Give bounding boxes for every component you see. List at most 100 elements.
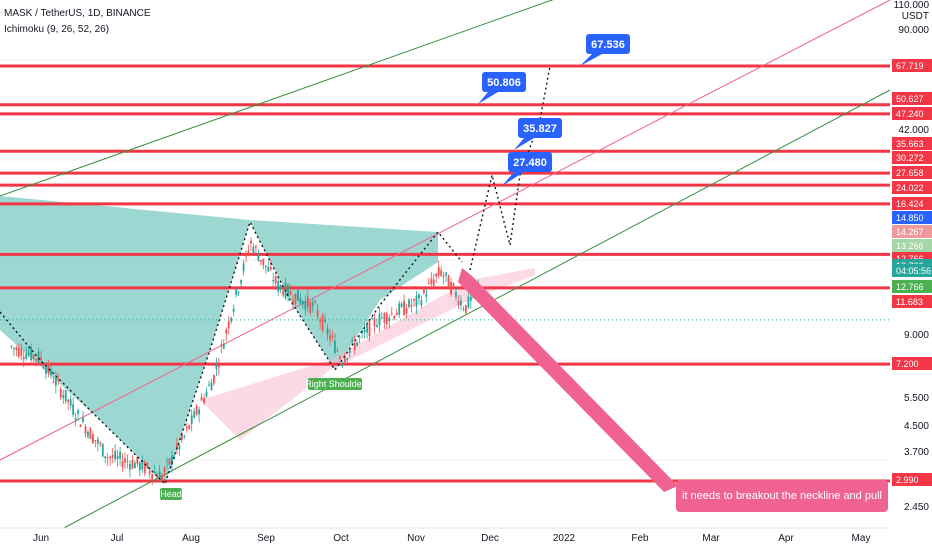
candle-body[interactable] — [101, 443, 104, 457]
candle-body[interactable] — [62, 395, 65, 399]
candle-body[interactable] — [178, 444, 181, 450]
candle-body[interactable] — [121, 461, 124, 468]
candle-body[interactable] — [324, 319, 326, 322]
candle-body[interactable] — [87, 431, 89, 437]
candle-body[interactable] — [240, 280, 243, 284]
callout-box[interactable] — [518, 118, 562, 138]
candle-body[interactable] — [371, 317, 373, 319]
candle-body[interactable] — [455, 291, 457, 298]
candle-body[interactable] — [467, 296, 470, 308]
candle-body[interactable] — [180, 434, 183, 441]
note-box[interactable]: it needs to breakout the neckline and pu… — [676, 480, 888, 512]
candle-body[interactable] — [363, 329, 366, 333]
candle-body[interactable] — [32, 354, 35, 359]
candle-body[interactable] — [195, 405, 198, 415]
candle-body[interactable] — [185, 426, 188, 429]
candle-body[interactable] — [272, 279, 275, 282]
candle-body[interactable] — [267, 267, 270, 272]
breakdown-arrow[interactable] — [458, 268, 678, 492]
candle-body[interactable] — [42, 367, 45, 369]
candle-body[interactable] — [294, 293, 297, 305]
candle-body[interactable] — [368, 320, 371, 337]
candle-body[interactable] — [237, 292, 240, 294]
price-tag[interactable] — [892, 211, 932, 224]
candle-body[interactable] — [151, 474, 154, 480]
candle-body[interactable] — [200, 397, 203, 401]
candle-body[interactable] — [257, 255, 260, 261]
candle-body[interactable] — [59, 388, 62, 398]
candle-body[interactable] — [136, 456, 139, 464]
candle-body[interactable] — [126, 461, 129, 463]
projection-path[interactable] — [469, 65, 551, 271]
candle-body[interactable] — [430, 278, 433, 284]
candle-body[interactable] — [37, 351, 40, 362]
candle-body[interactable] — [232, 308, 235, 312]
candle-body[interactable] — [217, 364, 220, 367]
candle-body[interactable] — [373, 318, 376, 327]
candle-body[interactable] — [348, 349, 351, 353]
candle-body[interactable] — [390, 312, 393, 314]
price-tag[interactable] — [892, 181, 932, 194]
right-shoulder-badge[interactable] — [308, 378, 362, 390]
candle-body[interactable] — [106, 457, 109, 459]
candle-body[interactable] — [64, 390, 67, 402]
candle-body[interactable] — [418, 294, 420, 299]
candle-body[interactable] — [316, 310, 319, 317]
candle-body[interactable] — [52, 381, 55, 383]
candle-body[interactable] — [116, 455, 119, 459]
candle-body[interactable] — [289, 291, 292, 295]
candle-body[interactable] — [469, 296, 472, 301]
head-badge[interactable] — [160, 488, 182, 500]
candle-body[interactable] — [22, 357, 25, 360]
candle-body[interactable] — [408, 299, 410, 308]
candle-body[interactable] — [343, 358, 346, 362]
price-tag[interactable] — [892, 473, 932, 486]
time-axis[interactable]: Jun Jul Aug Sep Oct Nov Dec 2022 Feb Mar… — [0, 527, 890, 550]
price-tag[interactable] — [892, 264, 932, 277]
candle-body[interactable] — [111, 455, 114, 458]
candle-body[interactable] — [138, 462, 141, 471]
candle-body[interactable] — [321, 315, 324, 331]
price-tag[interactable] — [892, 225, 932, 238]
candle-body[interactable] — [336, 350, 339, 352]
candle-body[interactable] — [445, 272, 448, 276]
candle-body[interactable] — [57, 379, 60, 381]
candle-body[interactable] — [462, 308, 465, 310]
candle-body[interactable] — [346, 358, 349, 360]
candle-body[interactable] — [329, 335, 331, 340]
channel-lower-line[interactable] — [59, 89, 891, 531]
candle-body[interactable] — [413, 299, 415, 301]
callout-box[interactable] — [482, 72, 526, 92]
candle-body[interactable] — [262, 258, 265, 266]
candle-body[interactable] — [301, 300, 304, 305]
candle-body[interactable] — [153, 471, 156, 474]
candle-body[interactable] — [452, 283, 455, 287]
candle-body[interactable] — [259, 260, 262, 262]
candle-body[interactable] — [450, 281, 452, 295]
candle-body[interactable] — [326, 328, 329, 335]
candle-body[interactable] — [208, 384, 210, 386]
price-tag[interactable] — [892, 151, 932, 164]
candle-body[interactable] — [420, 300, 423, 306]
candle-body[interactable] — [133, 462, 136, 469]
candle-body[interactable] — [67, 399, 70, 403]
price-tag[interactable] — [892, 357, 932, 370]
candle-body[interactable] — [84, 426, 87, 434]
candle-body[interactable] — [385, 313, 388, 325]
candle-body[interactable] — [205, 391, 208, 397]
candle-body[interactable] — [400, 303, 403, 307]
candle-body[interactable] — [306, 296, 309, 307]
candle-body[interactable] — [405, 308, 408, 314]
candle-body[interactable] — [356, 342, 359, 346]
candle-body[interactable] — [10, 345, 13, 347]
candle-body[interactable] — [230, 317, 233, 322]
price-tag[interactable] — [892, 107, 932, 120]
candle-body[interactable] — [398, 303, 401, 315]
price-axis[interactable]: 110.000 USDT 90.000 42.000 9.000 5.500 4… — [890, 0, 932, 550]
price-tag[interactable] — [892, 59, 932, 72]
candle-body[interactable] — [143, 462, 146, 473]
candle-body[interactable] — [72, 404, 75, 415]
candle-body[interactable] — [190, 415, 193, 424]
candle-body[interactable] — [12, 347, 15, 349]
candle-body[interactable] — [129, 464, 131, 470]
